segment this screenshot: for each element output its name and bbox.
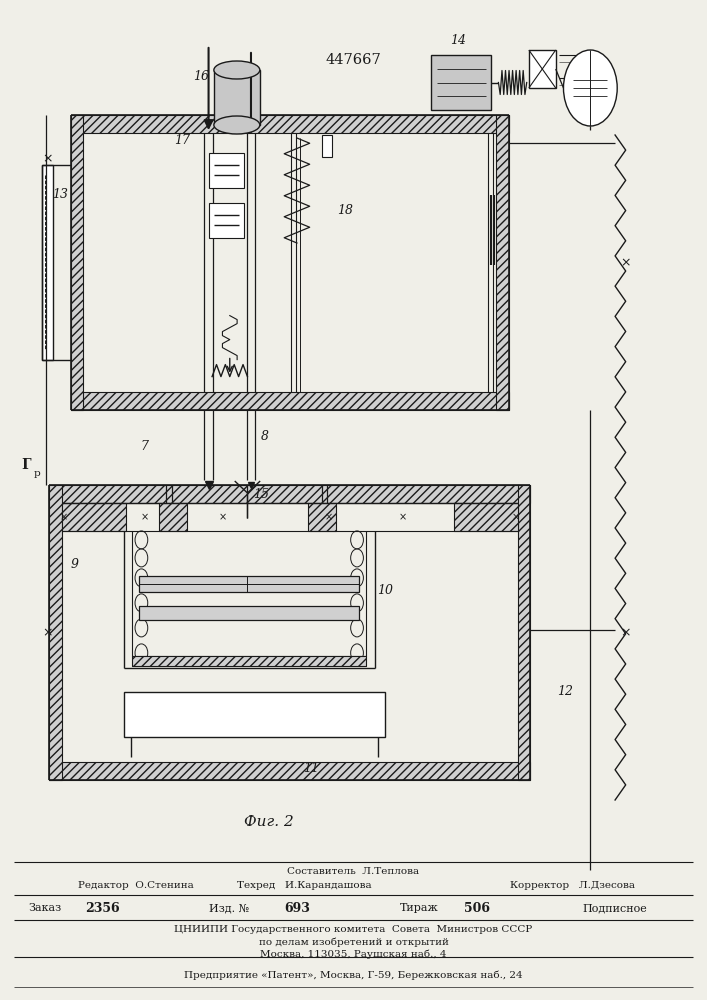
Text: по делам изобретений и открытий: по делам изобретений и открытий [259, 937, 448, 947]
Bar [454, 503, 518, 531]
Text: Изд. №: Изд. № [209, 903, 249, 913]
Text: ×: × [42, 153, 52, 166]
Bar [132, 656, 366, 666]
Bar [308, 503, 336, 531]
Text: Москва, 113035, Раушская наб., 4: Москва, 113035, Раушская наб., 4 [260, 949, 447, 959]
Text: Предприятие «Патент», Москва, Г-59, Бережковская наб., 24: Предприятие «Патент», Москва, Г-59, Бере… [185, 970, 522, 980]
Bar [518, 485, 530, 780]
Bar [71, 392, 509, 410]
Text: Составитель  Л.Теплова: Составитель Л.Теплова [288, 867, 419, 876]
Text: 16: 16 [194, 70, 209, 84]
Bar [71, 115, 83, 410]
Bar [454, 503, 518, 531]
Bar [214, 70, 259, 125]
Ellipse shape [214, 116, 260, 134]
Text: 8: 8 [261, 430, 269, 444]
Bar [42, 165, 53, 360]
Text: 506: 506 [464, 902, 490, 914]
Circle shape [563, 50, 617, 126]
Bar [49, 762, 530, 780]
Text: ×: × [59, 512, 68, 522]
Bar [139, 576, 359, 592]
Text: 17: 17 [174, 133, 189, 146]
Text: Редактор  О.Стенина: Редактор О.Стенина [78, 882, 194, 890]
Bar [49, 485, 530, 503]
Bar [529, 50, 556, 88]
Bar [49, 762, 530, 780]
Bar [308, 503, 336, 531]
Bar [71, 115, 83, 410]
Text: 14: 14 [450, 33, 466, 46]
Bar [496, 115, 509, 410]
Bar [71, 392, 509, 410]
Text: ×: × [218, 512, 227, 522]
Text: 2356: 2356 [86, 902, 119, 914]
Bar [49, 485, 62, 780]
Text: Подписное: Подписное [583, 903, 648, 913]
Bar [62, 503, 126, 531]
Bar [159, 503, 187, 531]
Text: 693: 693 [284, 902, 310, 914]
Text: р: р [33, 468, 40, 478]
Ellipse shape [214, 61, 260, 79]
Text: Г: Г [21, 458, 31, 472]
Text: ×: × [325, 512, 333, 522]
Text: 9: 9 [71, 558, 79, 572]
Text: Техред   И.Карандашова: Техред И.Карандашова [237, 882, 371, 890]
Text: Фиг. 2: Фиг. 2 [244, 815, 293, 829]
Text: 7: 7 [141, 440, 149, 454]
Text: 18: 18 [337, 204, 353, 217]
Text: 447667: 447667 [326, 53, 381, 67]
Bar [49, 485, 62, 780]
Bar [209, 203, 244, 238]
Text: 15: 15 [254, 488, 269, 502]
Text: ×: × [141, 512, 149, 522]
Bar [518, 485, 530, 780]
Text: ×: × [512, 512, 520, 522]
Text: 12: 12 [558, 685, 573, 698]
Text: Заказ: Заказ [28, 903, 62, 913]
Text: ×: × [42, 626, 52, 639]
Text: 13: 13 [52, 188, 68, 202]
Bar [71, 115, 509, 133]
Text: Тираж: Тираж [399, 903, 438, 913]
Text: 11: 11 [303, 762, 319, 774]
Bar [139, 606, 359, 620]
Text: 10: 10 [378, 584, 393, 596]
Bar [431, 55, 491, 110]
Text: Корректор   Л.Дзесова: Корректор Л.Дзесова [510, 882, 635, 890]
Text: ×: × [621, 256, 631, 269]
Bar [322, 135, 332, 157]
Bar [209, 153, 244, 188]
Bar [132, 656, 366, 666]
Bar [496, 115, 509, 410]
Text: ЦНИИПИ Государственного комитета  Совета  Министров СССР: ЦНИИПИ Государственного комитета Совета … [175, 925, 532, 934]
Bar [124, 692, 385, 737]
Bar [71, 115, 509, 133]
Text: ×: × [621, 626, 631, 639]
Bar [62, 503, 126, 531]
Bar [49, 485, 530, 503]
Text: ×: × [399, 512, 407, 522]
Bar [159, 503, 187, 531]
